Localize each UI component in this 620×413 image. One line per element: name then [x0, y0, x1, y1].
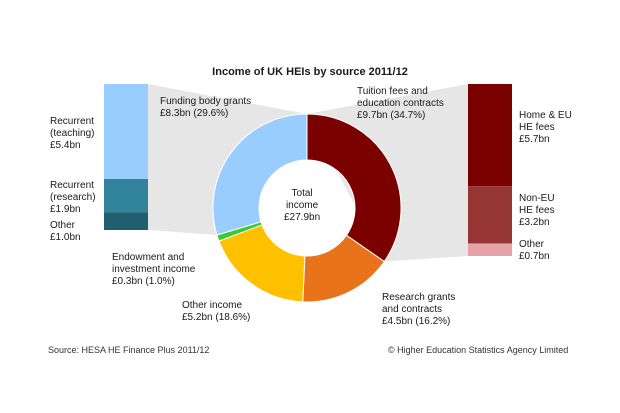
slice-label-other-income: Other income £5.2bn (18.6%) [182, 300, 251, 323]
bar-funding-recurrent-research [104, 178, 148, 213]
source-note: Source: HESA HE Finance Plus 2011/12 [48, 345, 210, 355]
bar-label-tuition-non-eu-he-fees: Non-EU HE fees £3.2bn [519, 193, 555, 228]
slice-label-endowment-and-investment-income: Endowment and investment income £0.3bn (… [112, 252, 196, 287]
center-label: Total income £27.9bn [284, 188, 321, 223]
bar-label-tuition-home-eu-he-fees: Home & EU HE fees £5.7bn [519, 110, 572, 145]
bar-label-funding-other: Other £1.0bn [50, 220, 81, 243]
bar-label-tuition-other: Other £0.7bn [519, 239, 550, 262]
bar-label-funding-recurrent-teaching: Recurrent (teaching) £5.4bn [50, 116, 95, 151]
slice-label-funding-body-grants: Funding body grants £8.3bn (29.6%) [160, 96, 252, 119]
bar-tuition-non-eu-he-fees [468, 186, 512, 244]
slice-tuition-fees-and-education-contracts [306, 113, 402, 263]
copyright-note: © Higher Education Statistics Agency Lim… [388, 345, 569, 355]
bar-funding-recurrent-teaching [104, 84, 148, 179]
bar-label-funding-recurrent-research: Recurrent (research) £1.9bn [50, 180, 96, 215]
bar-tuition-other [468, 243, 512, 256]
slice-label-tuition-fees-and-education-contracts: Tuition fees and education contracts £9.… [357, 86, 444, 121]
bar-tuition-home-eu-he-fees [468, 84, 512, 187]
slice-funding-body-grants [212, 113, 308, 236]
chart-title: Income of UK HEIs by source 2011/12 [212, 66, 408, 78]
slice-label-research-grants-and-contracts: Research grants and contracts £4.5bn (16… [382, 292, 456, 327]
bar-funding-other [104, 212, 148, 230]
